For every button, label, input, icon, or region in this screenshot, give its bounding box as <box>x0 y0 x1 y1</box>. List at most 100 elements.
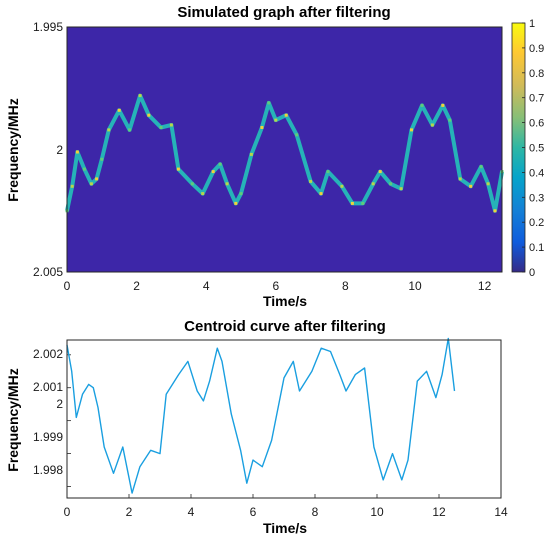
spectrogram-ridge-point <box>350 201 354 205</box>
spectrogram-ridge-point <box>448 118 452 122</box>
spectrogram-xtick-label: 2 <box>133 279 140 293</box>
spectrogram-ridge-point <box>295 133 299 137</box>
spectrogram-ridge-point <box>107 128 111 132</box>
spectrogram-ytick-label: 2.005 <box>33 265 63 279</box>
colorbar-tick-label: 0.6 <box>529 118 544 130</box>
colorbar-tick-label: 0.3 <box>529 192 544 204</box>
spectrogram-ytick-label: 1.995 <box>33 20 63 34</box>
colorbar-tick-label: 0 <box>529 267 535 279</box>
colorbar-tick-label: 0.1 <box>529 242 544 254</box>
spectrogram-panel: Simulated graph after filtering 1.995 2 … <box>5 4 544 309</box>
spectrogram-ridge-point <box>371 182 375 186</box>
spectrogram-ridge-point <box>75 150 79 154</box>
colorbar-ticks: 0 0.1 0.2 0.3 0.4 0.5 0.6 0.7 0.8 0.9 1 <box>522 18 544 279</box>
spectrogram-ridge-point <box>389 182 393 186</box>
spectrogram-ridge-point <box>378 170 382 174</box>
centroid-frame <box>66 339 502 499</box>
spectrogram-ytick-label: 2 <box>56 143 63 157</box>
spectrogram-ridge-point <box>399 187 403 191</box>
centroid-xtick-label: 8 <box>312 505 319 519</box>
spectrogram-ridge-point <box>234 201 238 205</box>
spectrogram-ridge-point <box>340 184 344 188</box>
centroid-xtick-label: 2 <box>126 505 133 519</box>
spectrogram-ridge-point <box>169 123 173 127</box>
centroid-y-axis-label: Frequency/MHz <box>5 368 21 471</box>
spectrogram-ridge-point <box>95 177 99 181</box>
spectrogram-ridge-point <box>147 113 151 117</box>
spectrogram-xtick-label: 8 <box>342 279 349 293</box>
centroid-xtick-label: 4 <box>188 505 195 519</box>
spectrogram-ridge-point <box>190 182 194 186</box>
spectrogram-ridge-point <box>469 184 473 188</box>
spectrogram-ridge-point <box>260 126 264 129</box>
spectrogram-ridge-point <box>493 209 497 213</box>
spectrogram-ridge-point <box>117 108 121 112</box>
spectrogram-title: Simulated graph after filtering <box>177 4 390 21</box>
spectrogram-ridge-point <box>159 126 163 129</box>
spectrogram-ridge-point <box>201 192 205 196</box>
centroid-ytick-label: 1.999 <box>33 430 63 444</box>
spectrogram-ridge-point <box>176 167 180 171</box>
colorbar-tick-label: 0.4 <box>529 167 544 179</box>
colorbar-tick-label: 0.2 <box>529 217 544 229</box>
spectrogram-ridge-point <box>100 157 104 161</box>
spectrogram-ridge-point <box>479 165 483 169</box>
spectrogram-ridge-point <box>441 103 445 107</box>
spectrogram-ridge-point <box>319 192 323 196</box>
colorbar-tick-label: 1 <box>529 18 535 30</box>
spectrogram-ridge-point <box>486 182 490 186</box>
spectrogram-ridge-point <box>225 182 229 186</box>
spectrogram-ridge-point <box>284 113 288 117</box>
spectrogram-xtick-label: 0 <box>64 279 71 293</box>
centroid-xtick-label: 14 <box>494 505 508 519</box>
spectrogram-ridge-point <box>420 103 424 107</box>
centroid-x-axis-label: Time/s <box>263 520 307 536</box>
spectrogram-ridge-point <box>430 123 434 127</box>
spectrogram-ridge-point <box>128 128 132 132</box>
spectrogram-ridge-point <box>138 94 142 98</box>
spectrogram-ridge-point <box>249 152 253 156</box>
spectrogram-ridge-point <box>267 101 271 105</box>
colorbar-tick-label: 0.5 <box>529 143 544 155</box>
spectrogram-x-axis-label: Time/s <box>263 293 307 309</box>
spectrogram-ridge-point <box>410 128 413 132</box>
spectrogram-ridge-point <box>82 167 86 171</box>
centroid-plot-area <box>67 340 501 498</box>
spectrogram-y-ticks: 1.995 2 2.005 <box>33 20 63 279</box>
spectrogram-frame <box>66 26 503 273</box>
centroid-ytick-label: 2.001 <box>33 380 63 394</box>
centroid-ytick-label: 2.002 <box>33 347 63 361</box>
spectrogram-plot-area <box>67 27 502 272</box>
colorbar-tick-label: 0.7 <box>529 93 544 105</box>
spectrogram-ridge-point <box>218 162 222 166</box>
spectrogram-xtick-label: 12 <box>478 279 492 293</box>
spectrogram-ridge-point <box>274 118 278 122</box>
centroid-x-ticks: 0 2 4 6 8 10 12 14 <box>64 505 508 519</box>
centroid-title: Centroid curve after filtering <box>184 318 386 335</box>
spectrogram-ridge <box>65 93 504 213</box>
spectrogram-ridge-point <box>211 170 215 174</box>
spectrogram-ridge-point <box>309 179 313 183</box>
centroid-panel: Centroid curve after filtering 1.998 1.9… <box>5 318 508 536</box>
spectrogram-ridge-point <box>458 177 462 181</box>
spectrogram-ridge-point <box>89 182 93 186</box>
centroid-ytick-label: 1.998 <box>33 463 63 477</box>
spectrogram-ridge-point <box>326 170 330 174</box>
spectrogram-ridge-point <box>70 184 74 188</box>
spectrogram-x-ticks: 0 2 4 6 8 10 12 <box>64 279 492 293</box>
spectrogram-xtick-label: 4 <box>203 279 210 293</box>
spectrogram-ridge-point <box>361 201 365 205</box>
spectrogram-ridge-point <box>239 192 243 196</box>
colorbar-tick-label: 0.9 <box>529 43 544 55</box>
centroid-xtick-label: 6 <box>250 505 257 519</box>
spectrogram-xtick-label: 6 <box>272 279 279 293</box>
spectrogram-xtick-label: 10 <box>408 279 422 293</box>
centroid-ytick-label: 2 <box>56 397 63 411</box>
colorbar-tick-label: 0.8 <box>529 68 544 80</box>
centroid-xtick-label: 0 <box>64 505 71 519</box>
centroid-xtick-label: 12 <box>432 505 446 519</box>
centroid-y-ticks: 1.998 1.999 2 2.001 2.002 <box>33 347 63 477</box>
centroid-series-line <box>66 337 456 494</box>
centroid-xtick-label: 10 <box>370 505 384 519</box>
